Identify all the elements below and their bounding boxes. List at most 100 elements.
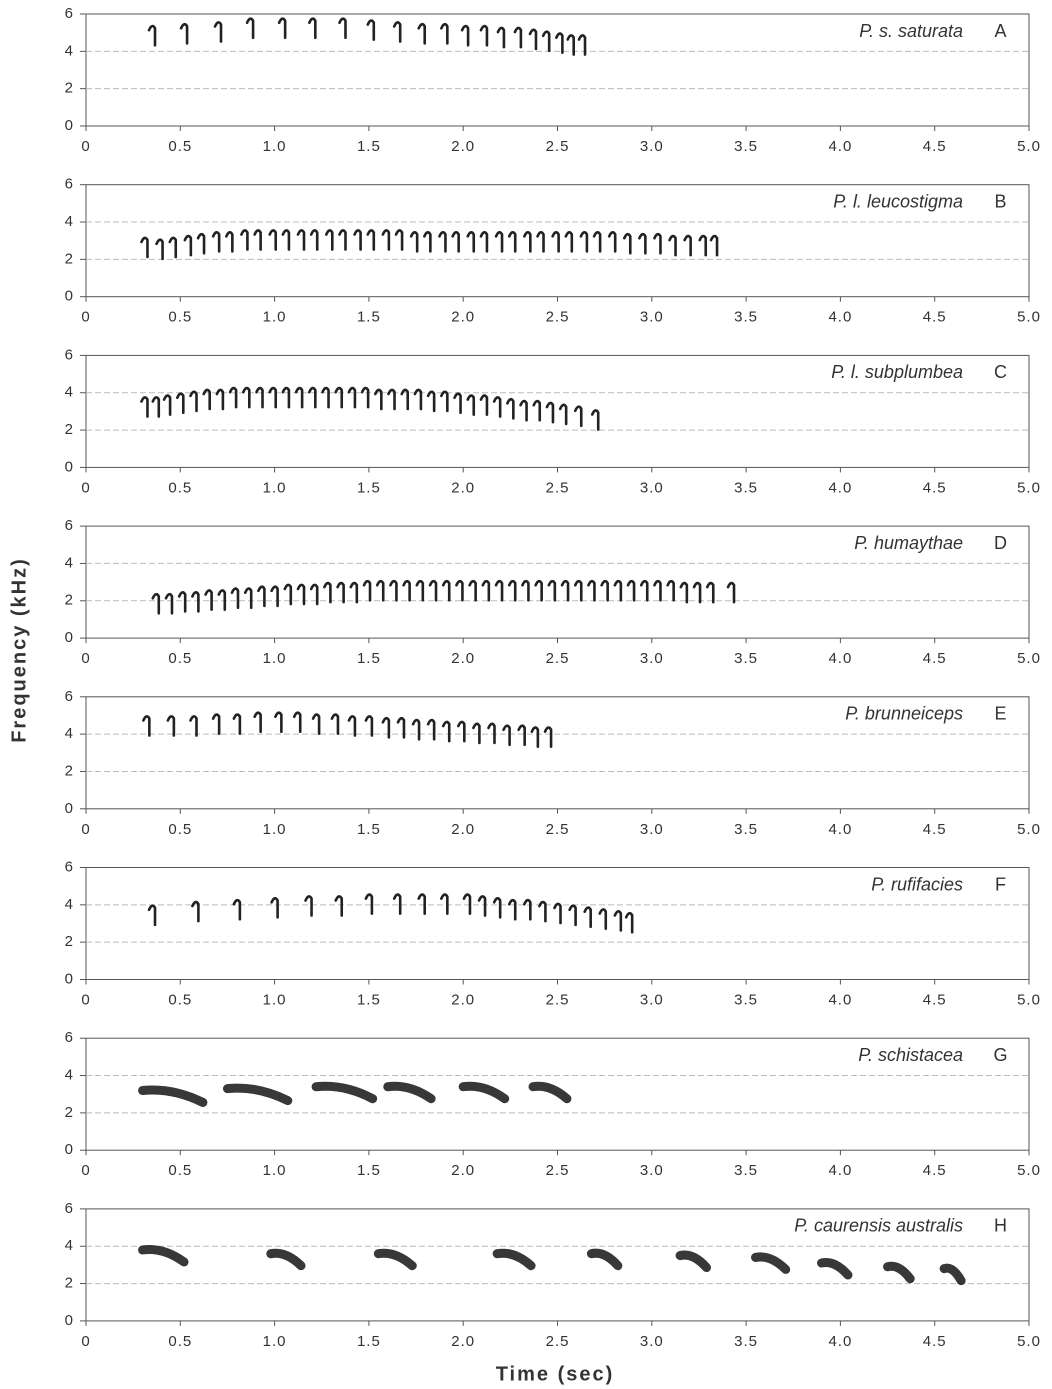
note — [349, 388, 355, 407]
note — [670, 236, 676, 255]
note — [149, 906, 155, 925]
note — [507, 399, 513, 418]
x-tick-label: 4.5 — [923, 138, 947, 155]
x-tick-label: 0.5 — [168, 1333, 192, 1350]
y-tick-label: 0 — [65, 288, 74, 305]
y-tick-label: 6 — [65, 517, 74, 534]
note — [215, 22, 221, 41]
note — [141, 397, 147, 416]
note — [270, 388, 276, 407]
note — [383, 230, 389, 249]
note — [496, 581, 502, 600]
x-tick-label: 0.5 — [168, 991, 192, 1008]
note — [524, 900, 530, 919]
y-tick-label: 2 — [65, 80, 74, 97]
note — [164, 396, 170, 415]
note — [694, 583, 700, 602]
note — [272, 587, 278, 606]
note — [296, 388, 302, 407]
x-tick-label: 3.5 — [734, 1333, 758, 1350]
note — [413, 720, 419, 739]
note — [366, 716, 372, 735]
note — [428, 720, 434, 739]
x-tick-label: 1.0 — [263, 138, 287, 155]
note — [245, 589, 251, 608]
y-tick-label: 6 — [65, 688, 74, 705]
panel-title: P. caurensis australis — [794, 1216, 963, 1236]
y-tick-label: 4 — [65, 896, 74, 913]
note — [549, 581, 555, 600]
note — [585, 908, 591, 927]
y-tick-label: 4 — [65, 554, 74, 571]
note — [509, 581, 515, 600]
x-tick-label: 1.5 — [357, 821, 381, 838]
x-tick-label: 1.5 — [357, 1333, 381, 1350]
x-tick-label: 1.0 — [263, 991, 287, 1008]
note — [504, 726, 510, 745]
note — [258, 587, 264, 606]
note — [166, 594, 172, 613]
x-tick-label: 2.5 — [546, 1333, 570, 1350]
note — [464, 895, 470, 914]
x-tick-label: 2.0 — [451, 1333, 475, 1350]
note — [455, 394, 461, 413]
x-tick-label: 3.5 — [734, 138, 758, 155]
note — [355, 230, 361, 249]
note — [497, 1253, 531, 1266]
note — [141, 238, 147, 257]
note — [332, 715, 338, 734]
note — [615, 581, 621, 600]
note — [624, 234, 630, 253]
note — [219, 590, 225, 609]
x-tick-label: 2.5 — [546, 991, 570, 1008]
note — [309, 19, 315, 38]
note — [298, 230, 304, 249]
x-tick-label: 4.0 — [828, 309, 852, 326]
y-tick-label: 0 — [65, 1312, 74, 1329]
x-tick-label: 1.5 — [357, 1162, 381, 1179]
note — [591, 1253, 617, 1266]
x-tick-label: 5.0 — [1017, 821, 1041, 838]
note — [181, 24, 187, 43]
note — [441, 895, 447, 914]
note — [349, 716, 355, 735]
x-tick-label: 2.5 — [546, 479, 570, 496]
note — [488, 724, 494, 743]
panel-title: P. s. saturata — [859, 21, 963, 41]
note — [609, 232, 615, 251]
note — [581, 232, 587, 251]
note — [711, 236, 717, 255]
note — [538, 232, 544, 251]
y-tick-label: 2 — [65, 250, 74, 267]
x-tick-label: 2.5 — [546, 821, 570, 838]
x-tick-label: 0 — [81, 1162, 90, 1179]
panel-title: P. rufifacies — [871, 874, 963, 894]
y-tick-label: 6 — [65, 176, 74, 193]
note — [441, 24, 447, 43]
x-tick-label: 3.0 — [640, 1162, 664, 1179]
x-tick-label: 0.5 — [168, 479, 192, 496]
note — [230, 388, 236, 407]
note — [509, 232, 515, 251]
note — [362, 388, 368, 407]
note — [530, 30, 536, 49]
note — [394, 895, 400, 914]
x-tick-label: 0 — [81, 479, 90, 496]
note — [323, 388, 329, 407]
x-tick-label: 4.5 — [923, 1162, 947, 1179]
note — [566, 232, 572, 251]
note — [494, 898, 500, 917]
note — [556, 34, 562, 53]
y-tick-label: 2 — [65, 1275, 74, 1292]
note — [351, 583, 357, 602]
note — [255, 713, 261, 732]
x-tick-label: 3.0 — [640, 650, 664, 667]
x-tick-label: 1.0 — [263, 821, 287, 838]
note — [232, 589, 238, 608]
x-tick-label: 3.5 — [734, 479, 758, 496]
note — [417, 581, 423, 600]
note — [524, 232, 530, 251]
note — [234, 715, 240, 734]
y-tick-label: 0 — [65, 458, 74, 475]
note — [272, 898, 278, 917]
